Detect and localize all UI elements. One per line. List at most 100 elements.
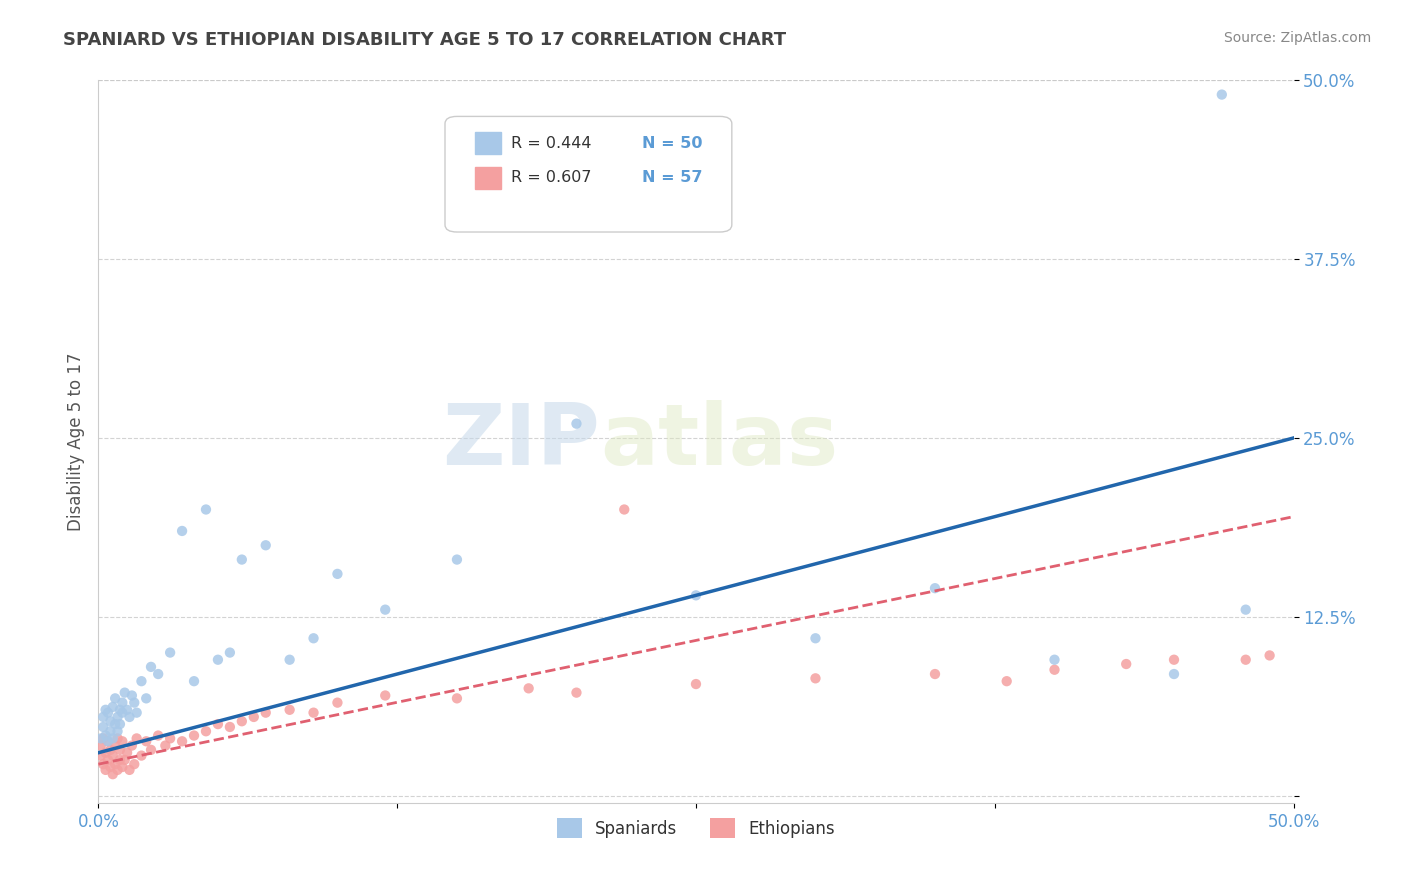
Text: R = 0.607: R = 0.607 (510, 170, 592, 186)
Point (195, 724, 218, 739)
Point (231, 552, 253, 566)
Point (101, 767, 124, 781)
Point (131, 748, 153, 763)
Point (924, 581, 946, 595)
Point (243, 710, 266, 724)
Point (97, 734, 120, 748)
Point (159, 646, 181, 660)
Point (685, 588, 707, 602)
Point (114, 685, 136, 699)
Point (118, 710, 141, 724)
Point (135, 691, 157, 706)
Point (135, 734, 157, 748)
Point (254, 706, 277, 720)
Point (91, 731, 114, 746)
Point (94, 763, 117, 777)
Point (374, 689, 396, 703)
Point (565, 685, 588, 699)
Point (98, 760, 122, 774)
Point (183, 674, 205, 689)
Point (125, 706, 148, 720)
Point (104, 757, 127, 772)
Point (94, 746, 117, 760)
Point (1258, 648, 1281, 663)
Point (183, 729, 205, 743)
Text: Source: ZipAtlas.com: Source: ZipAtlas.com (1223, 31, 1371, 45)
Point (1163, 653, 1185, 667)
Point (195, 502, 218, 516)
Point (446, 691, 468, 706)
Point (924, 667, 946, 681)
Point (90, 731, 112, 746)
Point (159, 731, 181, 746)
Point (108, 753, 131, 767)
Point (104, 717, 127, 731)
Point (104, 739, 127, 753)
Legend: Spaniards, Ethiopians: Spaniards, Ethiopians (550, 812, 842, 845)
Point (90, 739, 112, 753)
Point (172, 524, 194, 538)
Point (115, 703, 138, 717)
Point (121, 689, 143, 703)
Point (124, 696, 146, 710)
Point (804, 671, 827, 685)
Point (107, 724, 129, 739)
Point (108, 703, 131, 717)
Point (219, 646, 242, 660)
Point (565, 417, 588, 431)
Point (517, 681, 540, 696)
Point (118, 763, 141, 777)
Point (207, 653, 229, 667)
Point (302, 706, 325, 720)
Point (108, 717, 131, 731)
Point (91, 710, 114, 724)
Point (1115, 657, 1137, 671)
Point (97, 734, 120, 748)
Point (139, 743, 162, 757)
Point (98, 724, 122, 739)
Point (148, 667, 170, 681)
Text: ZIP: ZIP (443, 400, 600, 483)
Point (91, 757, 114, 772)
Y-axis label: Disability Age 5 to 17: Disability Age 5 to 17 (66, 352, 84, 531)
Point (804, 632, 827, 646)
Point (326, 696, 349, 710)
Point (107, 731, 129, 746)
Point (231, 714, 253, 729)
Point (108, 743, 131, 757)
Point (1234, 653, 1257, 667)
Point (446, 552, 468, 566)
Point (139, 660, 162, 674)
Text: atlas: atlas (600, 400, 838, 483)
Text: N = 50: N = 50 (643, 136, 703, 151)
Point (107, 763, 129, 777)
Point (172, 734, 194, 748)
Point (302, 632, 325, 646)
Point (613, 502, 636, 516)
Point (114, 753, 136, 767)
Point (101, 700, 124, 714)
Point (111, 696, 134, 710)
Point (1043, 663, 1066, 677)
Text: R = 0.444: R = 0.444 (510, 136, 592, 151)
Text: SPANIARD VS ETHIOPIAN DISABILITY AGE 5 TO 17 CORRELATION CHART: SPANIARD VS ETHIOPIAN DISABILITY AGE 5 T… (63, 31, 786, 49)
Point (1234, 602, 1257, 616)
Point (97, 706, 120, 720)
Point (278, 703, 301, 717)
Point (1211, 87, 1233, 102)
Point (155, 739, 177, 753)
Point (219, 720, 242, 734)
Point (97, 753, 120, 767)
Point (101, 748, 124, 763)
Point (278, 653, 301, 667)
Point (111, 706, 134, 720)
Point (685, 677, 707, 691)
Point (94, 703, 117, 717)
Point (995, 674, 1018, 689)
Point (90, 748, 112, 763)
Point (111, 734, 134, 748)
Point (121, 739, 143, 753)
Point (148, 729, 170, 743)
Point (111, 760, 134, 774)
Point (107, 710, 129, 724)
